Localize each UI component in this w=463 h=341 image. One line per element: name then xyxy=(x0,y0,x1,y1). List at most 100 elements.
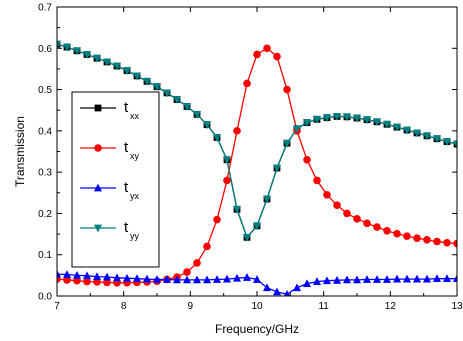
data-point-yy xyxy=(253,222,261,231)
y-tick-label: 0.5 xyxy=(38,85,52,96)
x-tick-label: 12 xyxy=(385,301,397,312)
data-point-yy xyxy=(113,62,121,71)
data-point-yy xyxy=(443,138,451,146)
data-point-xy xyxy=(403,232,411,240)
data-point-yy xyxy=(353,114,361,123)
data-point-yx xyxy=(453,274,457,283)
data-point-yx xyxy=(123,273,131,282)
legend-marker xyxy=(94,224,102,233)
x-tick-label: 8 xyxy=(121,301,127,312)
y-tick-label: 0.3 xyxy=(38,168,52,179)
y-tick-label: 0.2 xyxy=(38,209,52,220)
data-point-xy xyxy=(443,238,451,247)
data-point-yy xyxy=(453,140,457,149)
data-point-yy xyxy=(243,233,251,242)
x-tick-label: 10 xyxy=(251,301,263,312)
data-point-xy xyxy=(223,176,231,185)
data-point-yx xyxy=(343,275,351,284)
data-point-xy xyxy=(73,276,81,285)
data-point-xy xyxy=(183,268,191,276)
legend-box xyxy=(71,91,160,268)
data-point-yy xyxy=(323,114,331,123)
data-point-yx xyxy=(63,270,71,278)
x-axis-title: Frequency/GHz xyxy=(215,322,299,336)
legend-label: t xyxy=(124,139,129,156)
data-point-yy xyxy=(263,195,271,204)
data-point-yy xyxy=(73,47,81,56)
data-point-yx xyxy=(423,274,431,283)
data-point-xy xyxy=(233,127,241,135)
data-point-yy xyxy=(383,120,391,129)
data-point-yx xyxy=(253,275,261,283)
y-tick-label: 0.0 xyxy=(38,292,52,303)
data-point-yy xyxy=(183,103,191,111)
data-point-yy xyxy=(143,77,151,86)
data-point-yx xyxy=(373,275,381,283)
legend: t xxt xyt yxt yy xyxy=(71,91,160,268)
data-point-yy xyxy=(303,119,311,127)
data-point-xy xyxy=(313,176,321,185)
legend-label: t xyxy=(124,99,129,116)
y-tick-label: 0.7 xyxy=(38,3,52,14)
data-point-xy xyxy=(343,209,351,218)
data-point-xy xyxy=(413,234,421,242)
data-point-yy xyxy=(273,164,281,173)
legend-item-xx: t xx xyxy=(80,99,140,121)
data-point-xy xyxy=(393,229,401,238)
data-point-xy xyxy=(193,259,201,267)
data-point-yx xyxy=(433,274,441,283)
data-point-yy xyxy=(343,113,351,122)
data-point-yy xyxy=(393,123,401,132)
data-point-yy xyxy=(363,116,371,125)
data-point-yx xyxy=(413,274,421,283)
legend-item-yy: t yy xyxy=(80,219,140,241)
series-yy xyxy=(57,40,457,242)
x-tick-label: 7 xyxy=(54,301,60,312)
legend-label: t xyxy=(124,219,129,236)
legend-subscript: yy xyxy=(130,231,140,241)
data-point-yx xyxy=(273,287,281,296)
data-point-yy xyxy=(283,139,291,148)
data-point-yy xyxy=(193,110,201,119)
x-tick-label: 9 xyxy=(188,301,194,312)
data-point-yy xyxy=(133,72,141,81)
data-point-yy xyxy=(163,89,171,98)
data-point-yx xyxy=(393,274,401,283)
data-point-yx xyxy=(73,270,81,279)
x-tick-label: 13 xyxy=(451,301,463,312)
data-point-yy xyxy=(313,115,321,124)
data-point-yx xyxy=(143,274,151,283)
data-point-yy xyxy=(83,51,91,59)
data-point-yx xyxy=(333,275,341,284)
series-xy xyxy=(57,44,457,287)
legend-marker xyxy=(94,104,102,112)
data-point-yx xyxy=(363,275,371,283)
data-point-xy xyxy=(263,44,271,53)
data-point-yx xyxy=(353,275,361,284)
data-point-yy xyxy=(57,40,61,49)
data-point-xy xyxy=(243,79,251,88)
y-tick-label: 0.4 xyxy=(38,126,52,137)
legend-subscript: xx xyxy=(130,111,140,121)
data-point-yy xyxy=(403,126,411,135)
data-point-yx xyxy=(283,289,291,296)
data-point-xy xyxy=(273,52,281,61)
data-point-yx xyxy=(103,272,111,281)
data-point-yy xyxy=(233,205,241,214)
data-point-yx xyxy=(173,275,181,284)
data-point-yx xyxy=(163,275,171,283)
data-point-yx xyxy=(153,275,161,283)
data-point-xy xyxy=(323,191,331,199)
data-point-xy xyxy=(63,276,71,284)
data-point-yx xyxy=(83,271,91,280)
data-point-yx xyxy=(193,275,201,284)
data-point-yx xyxy=(223,274,231,283)
data-point-xy xyxy=(373,223,381,231)
legend-subscript: yx xyxy=(130,191,140,201)
data-point-yx xyxy=(113,273,121,282)
data-point-yx xyxy=(213,275,221,283)
legend-subscript: xy xyxy=(130,151,140,161)
series-layer xyxy=(57,40,457,296)
data-point-xy xyxy=(283,85,291,94)
data-point-yy xyxy=(203,121,211,130)
